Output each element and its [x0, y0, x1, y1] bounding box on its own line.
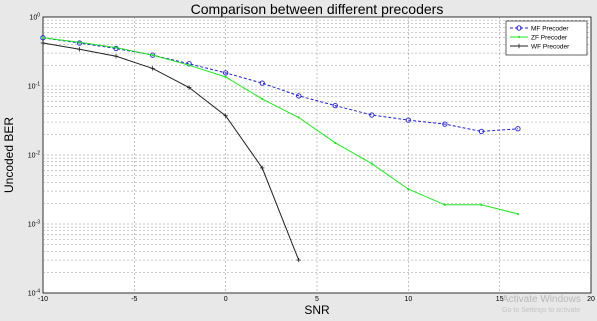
data-point-zf-precoder	[516, 212, 520, 216]
data-point-zf-precoder	[297, 116, 300, 119]
data-point-wf-precoder	[223, 113, 228, 118]
series-zf-precoder	[41, 36, 520, 216]
data-point-mf-precoder	[442, 121, 448, 127]
x-tick-label: 10	[404, 296, 412, 303]
series-line-mf-precoder	[42, 37, 518, 132]
legend-marker-wf-precoder	[516, 43, 522, 49]
series-wf-precoder	[40, 40, 301, 263]
data-point-zf-precoder	[114, 46, 118, 49]
data-point-zf-precoder	[261, 97, 264, 101]
grid	[43, 17, 591, 293]
data-point-zf-precoder	[188, 64, 191, 67]
series-layer	[40, 35, 521, 263]
series-line-wf-precoder	[42, 42, 300, 261]
watermark-text: Activate Windows	[502, 294, 581, 305]
x-tick-label: -5	[131, 296, 137, 303]
data-point-mf-precoder	[259, 80, 265, 86]
x-tick-label: 20	[587, 296, 595, 303]
data-point-zf-precoder	[407, 188, 410, 191]
legend-label-mf-precoder: MF Precoder	[531, 25, 569, 32]
data-point-mf-precoder	[405, 117, 411, 123]
data-point-wf-precoder	[296, 257, 301, 263]
x-tick-label: 0	[224, 296, 228, 303]
data-point-zf-precoder	[480, 203, 483, 206]
legend-marker-mf-precoder	[516, 25, 522, 31]
data-point-mf-precoder	[515, 126, 521, 132]
y-tick-label: 10-3	[28, 220, 40, 229]
data-point-zf-precoder	[443, 203, 446, 206]
y-tick-label: 100	[29, 13, 40, 22]
legend-item-zf-precoder: ZF Precoder	[510, 34, 568, 41]
series-mf-precoder	[40, 35, 521, 135]
data-point-mf-precoder	[332, 102, 338, 109]
legend-label-zf-precoder: ZF Precoder	[531, 34, 568, 41]
x-tick-label: -10	[38, 296, 48, 303]
data-point-zf-precoder	[78, 41, 81, 44]
data-point-mf-precoder	[223, 70, 229, 76]
data-point-mf-precoder	[478, 128, 485, 135]
y-tick-label: 10-4	[28, 289, 40, 298]
data-point-zf-precoder	[334, 141, 337, 144]
tick-labels: -10 -5 0 5 10 15 20 10-4 10-3 10-2 10-1 100	[28, 13, 595, 304]
x-tick-label: 5	[315, 296, 319, 303]
data-point-wf-precoder	[113, 54, 119, 59]
x-tick-label: 15	[496, 296, 504, 303]
watermark-subtext: Go to Settings to activate	[502, 307, 580, 314]
data-point-wf-precoder	[40, 40, 46, 46]
data-point-wf-precoder	[150, 66, 155, 71]
y-tick-label: 10-1	[28, 82, 40, 91]
data-point-wf-precoder	[77, 47, 82, 52]
data-point-mf-precoder	[369, 112, 375, 118]
data-point-zf-precoder	[370, 162, 373, 165]
data-point-mf-precoder	[296, 93, 302, 99]
legend: MF Precoder ZF Precoder WF Precoder	[505, 20, 588, 56]
legend-item-mf-precoder: MF Precoder	[510, 25, 569, 32]
legend-item-wf-precoder: WF Precoder	[510, 43, 570, 50]
data-point-zf-precoder	[151, 54, 154, 57]
data-point-wf-precoder	[186, 85, 192, 90]
data-point-zf-precoder	[224, 75, 227, 79]
y-tick-label: 10-2	[28, 151, 40, 160]
y-axis-label: Uncoded BER	[2, 117, 16, 193]
legend-box	[505, 20, 588, 56]
data-point-wf-precoder	[260, 165, 265, 171]
x-axis-label: SNR	[304, 303, 330, 317]
series-line-zf-precoder	[42, 37, 519, 215]
chart-title: Comparison between different precoders	[191, 1, 444, 17]
legend-label-wf-precoder: WF Precoder	[531, 43, 570, 50]
data-point-zf-precoder	[41, 36, 45, 39]
legend-marker-zf-precoder	[517, 35, 521, 39]
